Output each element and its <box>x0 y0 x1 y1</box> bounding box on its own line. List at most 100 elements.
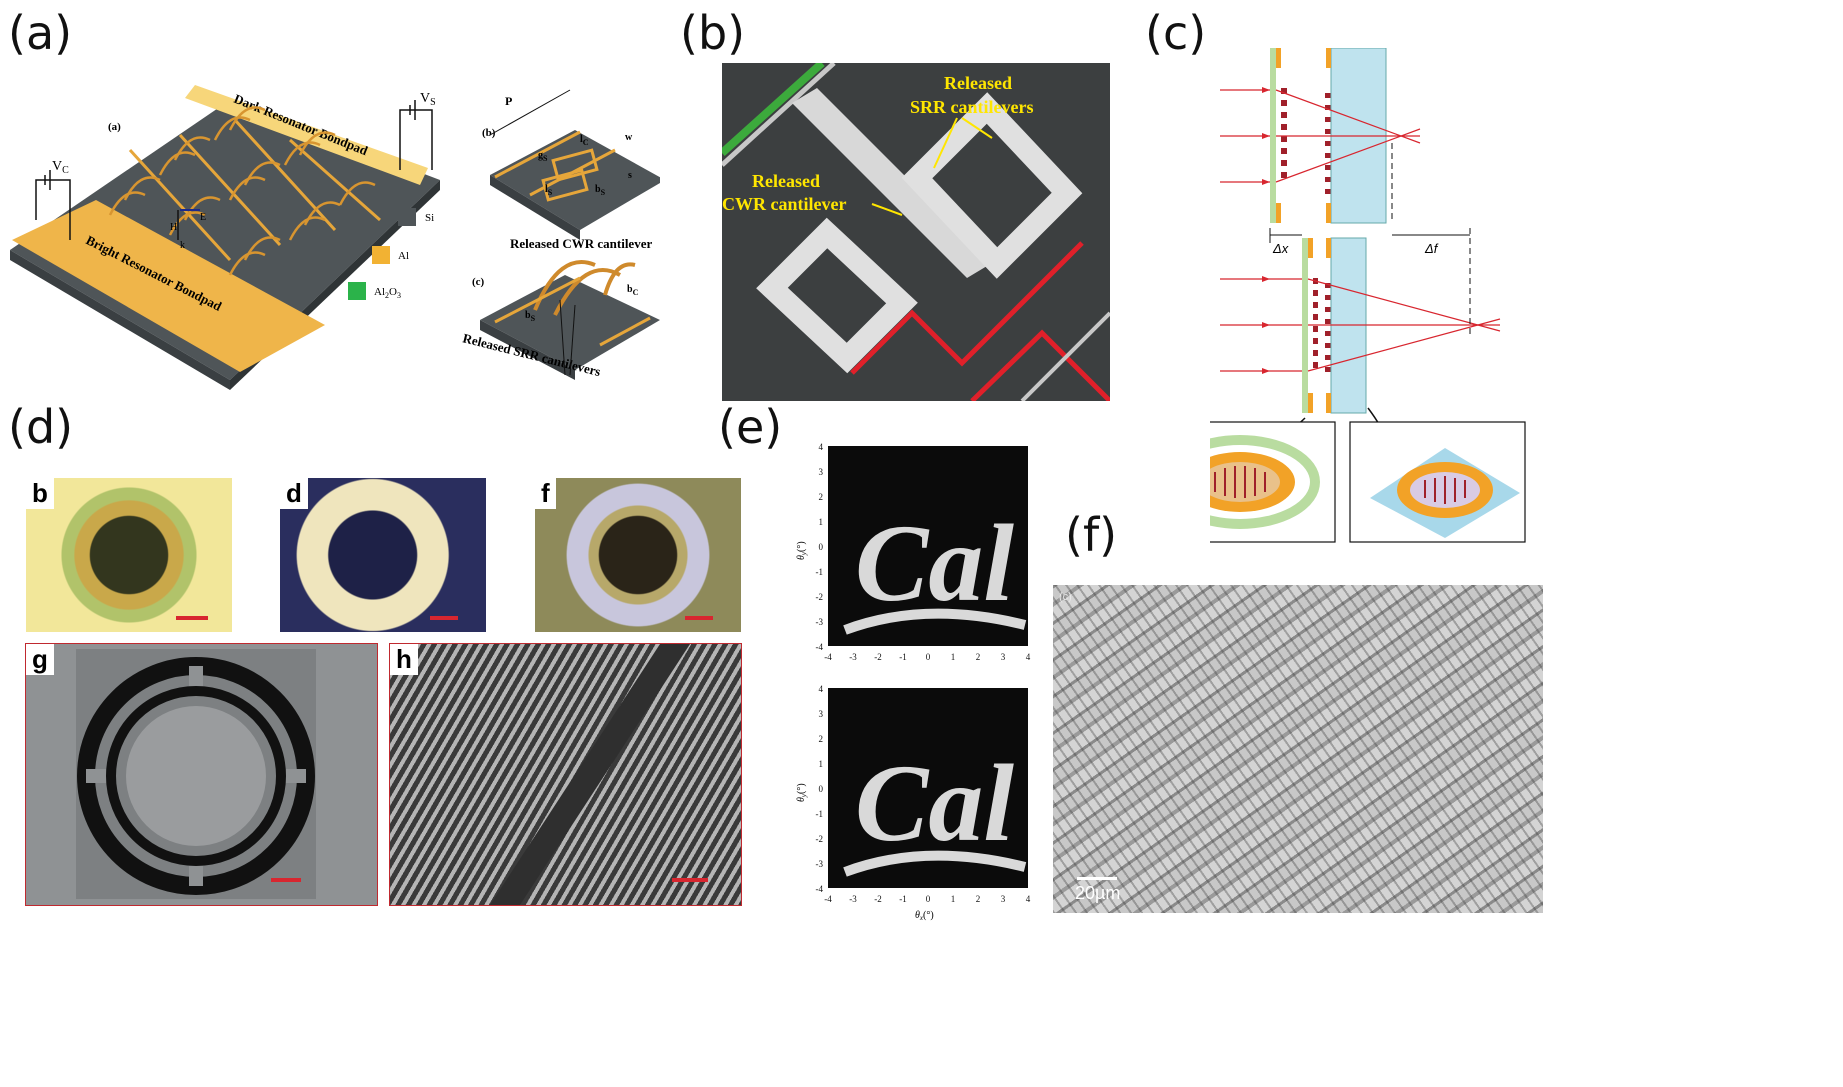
panel-label-c: (c) <box>1145 6 1207 60</box>
svg-text:4: 4 <box>819 442 824 452</box>
e-bottom-yticks: 4 3 2 1 0 -1 -2 -3 -4 <box>816 684 824 894</box>
svg-text:-2: -2 <box>816 592 824 602</box>
sub-label-a: (a) <box>108 121 121 133</box>
e-top-yticks: 4 3 2 1 0 -1 -2 -3 -4 <box>816 442 824 652</box>
svg-text:0: 0 <box>926 894 931 904</box>
panel-a-figure: Dark Resonator Bondpad Bright Resonator … <box>10 85 660 390</box>
legend-al-label: Al <box>398 250 409 262</box>
sub-label-b: (b) <box>482 127 496 139</box>
svg-text:3: 3 <box>1001 652 1006 662</box>
legend-al-swatch <box>372 246 390 264</box>
f-corner-label: (c) <box>1059 591 1072 603</box>
sem-f-image: (c) 20µm <box>1053 585 1543 913</box>
scale-bar <box>176 616 208 620</box>
svg-text:-3: -3 <box>816 859 824 869</box>
dim-w-label: w <box>625 132 633 143</box>
sub-label-d-g: g <box>26 644 54 675</box>
legend-al2o3-label: Al2O3 <box>374 286 401 300</box>
f-scale-label: 20µm <box>1075 883 1121 903</box>
sem-d-h: h <box>389 643 742 906</box>
dim-ls-label: lS <box>545 184 553 197</box>
panel-e-figure: Cal 4 3 2 1 0 -1 -2 -3 -4 -4 -3 -2 -1 0 1 2 3 4 θy(°) Ca… <box>796 442 1031 922</box>
bright-bondpad <box>12 200 325 372</box>
e-bottom-xticks: -4 -3 -2 -1 0 1 2 3 4 <box>824 894 1031 904</box>
svg-text:-3: -3 <box>849 652 857 662</box>
panel-b-sem-image: Released SRR cantilevers Released CWR ca… <box>722 63 1110 401</box>
vs-label: VS <box>420 91 436 108</box>
cwr-cantilever-label: Released CWR cantilever <box>510 236 652 251</box>
legend-al2o3-swatch <box>348 282 366 300</box>
svg-text:-2: -2 <box>874 652 882 662</box>
e-bottom-ylabel: θy(°) <box>796 783 808 802</box>
cal-text-top: Cal <box>855 502 1014 624</box>
svg-text:-3: -3 <box>816 617 824 627</box>
panel-c-diagram: Δx Δf <box>1210 48 1526 543</box>
srr-label-line1: Released <box>944 73 1012 93</box>
svg-text:1: 1 <box>951 652 956 662</box>
svg-text:-2: -2 <box>874 894 882 904</box>
sub-label-d-d: d <box>280 478 308 509</box>
panel-label-b: (b) <box>680 6 746 60</box>
photo-d-b: b <box>26 478 232 632</box>
dim-s-label: s <box>628 170 632 181</box>
dim-bs2-label: bS <box>525 310 536 323</box>
e-bottom-xlabel: θx(°) <box>915 910 934 922</box>
legend-si-label: Si <box>425 212 434 224</box>
e-top-ylabel: θy(°) <box>796 541 808 560</box>
svg-text:-1: -1 <box>816 567 824 577</box>
scale-bar <box>430 616 458 620</box>
svg-text:-1: -1 <box>899 652 907 662</box>
svg-text:1: 1 <box>819 517 824 527</box>
legend-si-swatch <box>398 208 416 226</box>
panel-label-d: (d) <box>8 400 74 454</box>
svg-text:-3: -3 <box>849 894 857 904</box>
svg-text:-4: -4 <box>816 642 824 652</box>
delta-f-label: Δf <box>1424 241 1439 256</box>
sub-label-d-h: h <box>390 644 418 675</box>
svg-text:-4: -4 <box>824 894 832 904</box>
svg-text:0: 0 <box>819 542 824 552</box>
photo-d-f: f <box>535 478 741 632</box>
dim-bc-label: bC <box>627 284 639 297</box>
panel-label-f: (f) <box>1065 508 1118 562</box>
dim-bs-label: bS <box>595 184 606 197</box>
svg-text:4: 4 <box>1026 894 1031 904</box>
sub-label-d-b: b <box>26 478 54 509</box>
photo-d-d: d <box>280 478 486 632</box>
svg-text:3: 3 <box>819 709 824 719</box>
chip-substrate <box>10 100 440 380</box>
field-k-label: k <box>180 240 185 251</box>
e-top-xticks: -4 -3 -2 -1 0 1 2 3 4 <box>824 652 1031 662</box>
svg-text:0: 0 <box>819 784 824 794</box>
cwr-label-line2: CWR cantilever <box>722 194 846 214</box>
sub-label-c: (c) <box>472 276 485 288</box>
svg-text:2: 2 <box>976 894 981 904</box>
cwr-label-line1: Released <box>752 171 820 191</box>
panel-label-a: (a) <box>8 6 73 60</box>
svg-text:2: 2 <box>819 492 824 502</box>
field-h-label: H <box>170 222 177 233</box>
svg-text:-1: -1 <box>816 809 824 819</box>
f-scale-bar <box>1077 877 1117 880</box>
svg-text:1: 1 <box>951 894 956 904</box>
sem-d-g: g <box>25 643 378 906</box>
dim-p-label: P <box>505 94 512 108</box>
sub-label-d-f: f <box>535 478 556 509</box>
field-e-label: E <box>200 212 206 223</box>
svg-text:2: 2 <box>819 734 824 744</box>
svg-text:-1: -1 <box>899 894 907 904</box>
svg-text:4: 4 <box>1026 652 1031 662</box>
srr-label-line2: SRR cantilevers <box>910 97 1033 117</box>
svg-text:-4: -4 <box>816 884 824 894</box>
svg-text:1: 1 <box>819 759 824 769</box>
delta-x-label: Δx <box>1272 241 1289 256</box>
cal-text-bottom: Cal <box>855 742 1014 864</box>
dim-lc-label: lC <box>580 134 589 147</box>
svg-text:3: 3 <box>819 467 824 477</box>
svg-text:2: 2 <box>976 652 981 662</box>
svg-text:0: 0 <box>926 652 931 662</box>
vc-label: VC <box>52 159 69 176</box>
svg-text:-4: -4 <box>824 652 832 662</box>
svg-text:3: 3 <box>1001 894 1006 904</box>
panel-label-e: (e) <box>718 400 783 454</box>
